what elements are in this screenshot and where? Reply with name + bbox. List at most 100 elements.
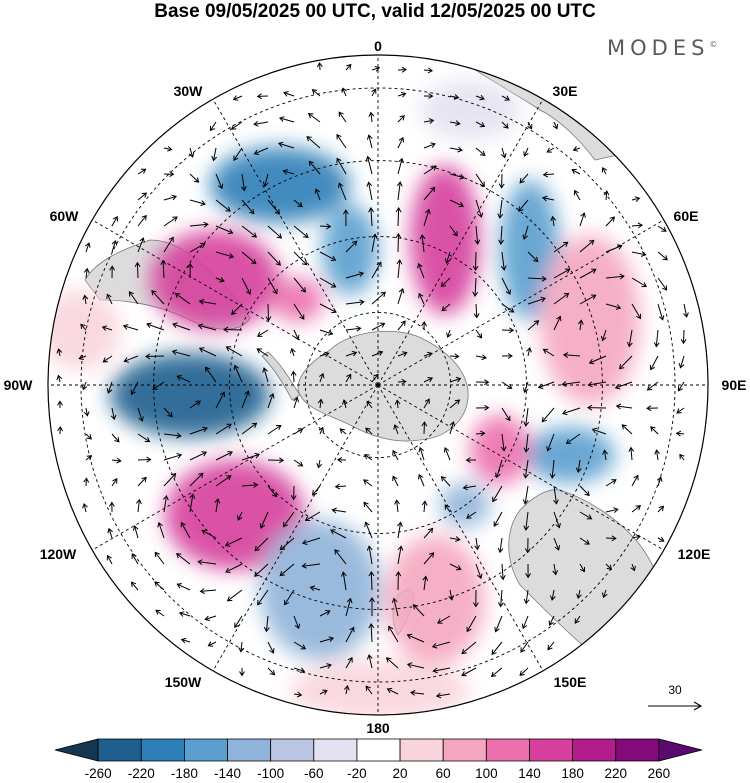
wind-vector-head bbox=[565, 439, 572, 445]
wind-vector bbox=[189, 223, 208, 227]
wind-vector-head bbox=[167, 411, 173, 418]
wind-vector bbox=[499, 537, 503, 553]
wind-vector bbox=[279, 563, 295, 576]
wind-vector-head bbox=[336, 157, 342, 164]
wind-vector-head bbox=[297, 461, 304, 467]
wind-vector-head bbox=[338, 111, 344, 117]
wind-vector bbox=[137, 168, 146, 175]
wind-vector bbox=[418, 293, 425, 305]
wind-vector-head bbox=[101, 325, 108, 331]
wind-vector bbox=[293, 641, 306, 650]
wind-vector bbox=[345, 64, 352, 71]
wind-vector bbox=[543, 348, 555, 357]
meridian-line bbox=[377, 384, 544, 672]
wind-vector-head bbox=[342, 399, 348, 405]
wind-vector-head bbox=[589, 239, 595, 246]
wind-vector-head bbox=[259, 523, 266, 529]
wind-vector bbox=[306, 136, 321, 149]
wind-vector-head bbox=[391, 597, 398, 604]
wind-vector-head bbox=[253, 149, 260, 155]
wind-vector-head bbox=[526, 346, 532, 353]
wind-vector-head bbox=[491, 649, 497, 656]
neg-anomaly-north-rim bbox=[420, 80, 520, 140]
wind-vector bbox=[475, 95, 485, 100]
wind-vector-head bbox=[430, 142, 436, 148]
wind-vector-head bbox=[251, 422, 258, 428]
wind-vector-head bbox=[199, 588, 205, 594]
wind-vector-head bbox=[532, 256, 539, 263]
wind-vector-head bbox=[175, 553, 182, 559]
wind-vector bbox=[397, 158, 403, 175]
wind-vector-head bbox=[527, 124, 533, 130]
colorbar-tick-label: -60 bbox=[304, 766, 324, 781]
wind-vector-head bbox=[365, 427, 371, 433]
colorbar-tick-label: -260 bbox=[85, 766, 112, 781]
meridian-line bbox=[377, 219, 665, 386]
wind-vector-head bbox=[424, 398, 430, 404]
wind-vector-head bbox=[245, 289, 252, 295]
wind-vector bbox=[475, 199, 482, 218]
wind-vector-head bbox=[301, 259, 308, 266]
wind-vector bbox=[163, 195, 177, 201]
wind-vector bbox=[342, 572, 347, 591]
wind-vector-head bbox=[377, 350, 384, 356]
wind-vector-head bbox=[254, 545, 260, 552]
wind-vector-head bbox=[621, 424, 627, 430]
wind-vector bbox=[205, 367, 217, 383]
wind-vector bbox=[436, 693, 451, 697]
wind-vector bbox=[177, 583, 191, 591]
wind-vector bbox=[579, 537, 590, 545]
wind-vector-head bbox=[580, 212, 586, 218]
wind-vector-head bbox=[195, 400, 202, 406]
wind-vector-head bbox=[576, 593, 582, 600]
wind-vector bbox=[310, 586, 321, 591]
wind-vector-head bbox=[591, 427, 598, 434]
reference-vector-label: 30 bbox=[668, 683, 682, 697]
colorbar-tick-label: -180 bbox=[171, 766, 198, 781]
wind-vector bbox=[241, 199, 255, 214]
wind-vector bbox=[563, 354, 581, 357]
wind-vector bbox=[579, 563, 585, 572]
lon-label-120w: 120W bbox=[40, 546, 77, 562]
wind-vector bbox=[137, 499, 140, 513]
wind-vector bbox=[366, 401, 373, 409]
wind-vector bbox=[293, 459, 303, 467]
wind-vector bbox=[319, 637, 334, 643]
wind-vector-head bbox=[303, 232, 309, 238]
wind-vector bbox=[466, 615, 477, 632]
wind-vector-head bbox=[584, 539, 590, 545]
wind-vector bbox=[527, 347, 531, 357]
wind-vector-head bbox=[658, 315, 665, 321]
wind-vector bbox=[474, 277, 477, 297]
wind-vector bbox=[397, 546, 402, 565]
wind-vector-head bbox=[395, 207, 402, 213]
wind-vector-head bbox=[444, 504, 450, 510]
colorbar-tick-label: 180 bbox=[561, 766, 584, 781]
wind-vector bbox=[605, 245, 622, 253]
lon-label-60w: 60W bbox=[50, 208, 80, 224]
wind-vector-head bbox=[369, 597, 375, 603]
wind-vector bbox=[293, 199, 303, 207]
wind-vector bbox=[123, 325, 139, 331]
pos-anomaly-greenwich bbox=[410, 165, 480, 315]
wind-vector bbox=[631, 251, 646, 256]
wind-vector-head bbox=[637, 222, 644, 229]
wind-vector-head bbox=[294, 334, 300, 341]
wind-vector bbox=[215, 225, 233, 234]
wind-vector-head bbox=[309, 585, 316, 592]
wind-vector bbox=[319, 277, 336, 288]
wind-vector-head bbox=[474, 544, 480, 551]
wind-vector-head bbox=[228, 253, 235, 259]
wind-vector bbox=[631, 563, 635, 571]
wind-vector bbox=[605, 216, 615, 227]
wind-vector-head bbox=[231, 309, 237, 315]
wind-vector bbox=[345, 301, 364, 305]
wind-vector-head bbox=[617, 244, 623, 250]
wind-vector-head bbox=[640, 251, 647, 257]
wind-vector bbox=[371, 374, 379, 383]
wind-vector bbox=[241, 251, 257, 264]
wind-vector bbox=[423, 398, 430, 409]
wind-vector bbox=[231, 303, 243, 315]
wind-vector bbox=[524, 459, 529, 478]
